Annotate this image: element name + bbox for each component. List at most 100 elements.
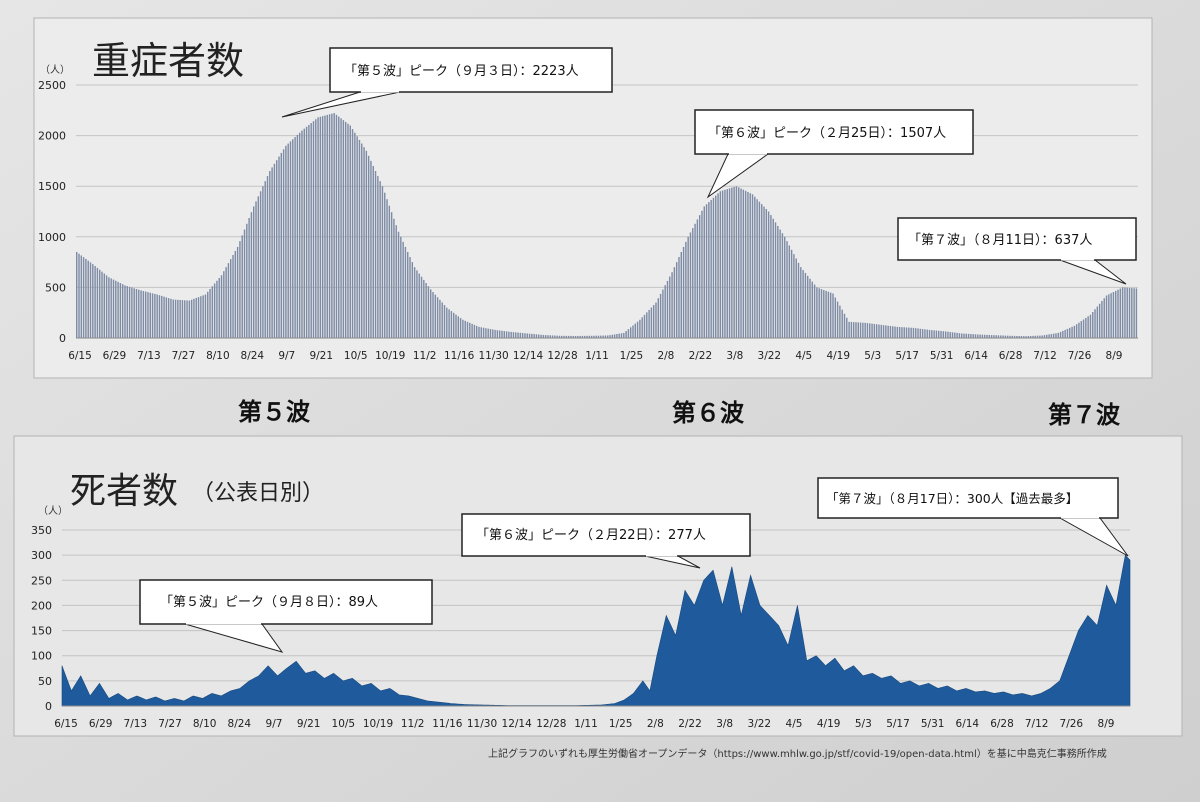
severe-bar [78, 253, 80, 338]
severe-bar [788, 245, 791, 338]
severe-bar [586, 335, 588, 338]
severe-bar [1071, 326, 1073, 338]
severe-bar [1119, 288, 1122, 338]
deaths-x-tick-label: 7/12 [1025, 718, 1049, 730]
severe-bar [646, 312, 648, 338]
severe-bar [800, 267, 802, 338]
severe-bar [1108, 294, 1110, 338]
severe-bar [565, 335, 568, 338]
severe-bar [1085, 317, 1087, 338]
severe-bar [728, 188, 731, 338]
severe-bar [988, 334, 991, 338]
severe-bar [1055, 333, 1057, 338]
deaths-x-tick-label: 10/5 [332, 718, 356, 730]
severe-bar [119, 283, 122, 338]
severe-bar [1110, 293, 1112, 338]
severe-y-tick-label: 0 [59, 332, 66, 345]
severe-bar [349, 125, 351, 338]
severe-bar [682, 246, 685, 338]
severe-bar [184, 300, 186, 338]
severe-bar [995, 335, 997, 338]
severe-bar [301, 130, 303, 338]
severe-bar [1046, 334, 1048, 338]
severe-bar [105, 275, 108, 338]
severe-bar [466, 321, 469, 338]
severe-bar [772, 218, 774, 338]
severe-bar [407, 251, 409, 338]
deaths-x-tick-label: 6/14 [956, 718, 980, 730]
severe-bar [89, 262, 92, 338]
severe-bar [931, 330, 933, 338]
severe-bar [236, 246, 239, 338]
severe-bar [512, 332, 515, 338]
severe-y-tick-label: 1500 [38, 180, 66, 193]
severe-bar [108, 277, 110, 338]
severe-bar [225, 267, 227, 338]
severe-x-tick-label: 7/26 [1068, 350, 1092, 362]
deaths-x-tick-label: 8/9 [1098, 718, 1115, 730]
severe-bar [457, 316, 460, 338]
deaths-chart-title: 死者数 [70, 471, 178, 512]
severe-bar [1004, 335, 1007, 338]
deaths-x-tick-label: 4/19 [817, 718, 841, 730]
deaths-x-tick-labels: 6/15 6/29 7/13 7/27 8/10 8/24 9/7 9/21 10/5 10/19… [54, 718, 1114, 730]
severe-bar [1103, 298, 1105, 338]
severe-bar [400, 236, 402, 338]
severe-bar [234, 250, 237, 338]
severe-bar [289, 141, 292, 338]
severe-bar [972, 334, 974, 338]
severe-bar [613, 334, 616, 338]
severe-bar [441, 302, 443, 338]
severe-bar [204, 294, 207, 338]
severe-bar [1059, 331, 1062, 338]
severe-x-tick-label: 2/8 [657, 350, 674, 362]
deaths-x-tick-label: 7/13 [124, 718, 148, 730]
severe-bar [319, 116, 322, 338]
deaths-x-tick-label: 11/2 [401, 718, 425, 730]
severe-bar [777, 225, 779, 338]
severe-bar [607, 335, 609, 338]
severe-bar [195, 297, 197, 338]
wave5-label: 第５波 [238, 398, 311, 426]
severe-bar [634, 323, 637, 338]
deaths-x-tick-label: 12/28 [536, 718, 566, 730]
severe-bar [901, 327, 903, 338]
severe-bar [659, 293, 662, 338]
severe-bar [475, 325, 478, 338]
severe-x-tick-label: 8/9 [1106, 350, 1123, 362]
severe-bar [563, 335, 565, 338]
severe-bar [324, 115, 326, 339]
severe-bar [871, 323, 873, 338]
severe-bar [671, 272, 673, 338]
severe-bar [326, 114, 328, 339]
deaths-x-tick-label: 1/25 [609, 718, 633, 730]
severe-bar [538, 334, 540, 338]
deaths-x-tick-label: 6/15 [54, 718, 78, 730]
severe-bar [161, 295, 163, 338]
severe-bar [544, 335, 547, 338]
severe-bar [1027, 336, 1030, 338]
severe-bar [464, 320, 466, 338]
severe-bar [974, 334, 977, 338]
severe-bar [439, 299, 441, 338]
severe-x-tick-label: 11/16 [444, 350, 475, 362]
severe-bar [275, 160, 278, 338]
severe-bar [280, 152, 283, 338]
severe-bar [547, 335, 549, 338]
severe-bar [951, 332, 954, 338]
severe-bar [519, 332, 522, 338]
severe-bar [262, 186, 264, 338]
severe-bar [675, 262, 678, 338]
severe-callout-wave5-box [329, 47, 613, 93]
deaths-x-tick-label: 7/27 [158, 718, 182, 730]
severe-bar [1006, 335, 1009, 338]
severe-y-tick-labels: 0 500 1000 1500 2000 2500 [38, 79, 66, 345]
severe-bar [420, 276, 423, 338]
severe-bar [1094, 309, 1096, 338]
severe-bar [384, 192, 386, 338]
severe-bar [1128, 287, 1131, 338]
severe-bar [848, 321, 850, 338]
severe-bar [404, 246, 407, 338]
severe-bar [158, 295, 161, 338]
severe-bar [308, 124, 310, 339]
